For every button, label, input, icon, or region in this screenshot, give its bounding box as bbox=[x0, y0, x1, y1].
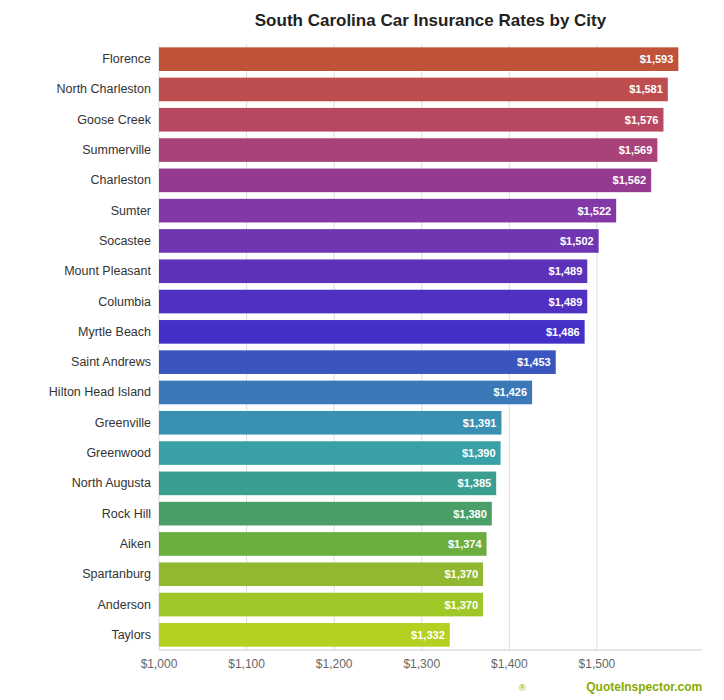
bar bbox=[159, 593, 483, 617]
bar bbox=[159, 199, 616, 223]
y-tick-label: North Augusta bbox=[72, 476, 151, 490]
data-label: $1,370 bbox=[444, 568, 478, 580]
y-tick-label: Rock Hill bbox=[102, 507, 151, 521]
x-tick-label: $1,000 bbox=[141, 657, 178, 671]
data-label: $1,576 bbox=[625, 114, 659, 126]
grid-line bbox=[421, 44, 422, 650]
data-label: $1,489 bbox=[549, 265, 583, 277]
y-tick-label: Mount Pleasant bbox=[64, 264, 151, 278]
grid-line bbox=[159, 44, 160, 650]
y-tick-label: Greenville bbox=[95, 416, 151, 430]
bars bbox=[159, 47, 678, 646]
data-label: $1,390 bbox=[462, 447, 496, 459]
y-tick-label: Aiken bbox=[120, 537, 151, 551]
y-tick-label: Taylors bbox=[111, 628, 151, 642]
watermark-symbol: ® bbox=[519, 683, 526, 693]
y-tick-label: Greenwood bbox=[86, 446, 151, 460]
x-tick-label: $1,300 bbox=[403, 657, 440, 671]
y-tick-label: Summerville bbox=[82, 143, 151, 157]
chart: South Carolina Car Insurance Rates by Ci… bbox=[0, 0, 724, 700]
data-label: $1,581 bbox=[629, 83, 663, 95]
data-label: $1,385 bbox=[458, 477, 492, 489]
grid-line bbox=[334, 44, 335, 650]
bar bbox=[159, 47, 678, 71]
y-tick-label: Saint Andrews bbox=[71, 355, 151, 369]
y-tick-label: Anderson bbox=[97, 598, 151, 612]
grid-line bbox=[596, 44, 597, 650]
bar bbox=[159, 411, 501, 435]
y-tick-label: Columbia bbox=[98, 295, 151, 309]
y-tick-label: Charleston bbox=[91, 173, 151, 187]
data-label: $1,522 bbox=[578, 205, 612, 217]
data-label: $1,391 bbox=[463, 417, 497, 429]
bar bbox=[159, 138, 657, 162]
x-tick-label: $1,100 bbox=[228, 657, 265, 671]
data-label: $1,593 bbox=[640, 53, 674, 65]
y-tick-label: Spartanburg bbox=[82, 567, 151, 581]
bar bbox=[159, 532, 487, 556]
watermark: QuoteInspector.com bbox=[586, 680, 702, 694]
bar bbox=[159, 381, 532, 405]
grid-line bbox=[509, 44, 510, 650]
data-label: $1,426 bbox=[493, 386, 527, 398]
bar bbox=[159, 623, 450, 647]
y-tick-label: Myrtle Beach bbox=[78, 325, 151, 339]
bar bbox=[159, 472, 496, 496]
bar bbox=[159, 502, 492, 526]
y-tick-label: North Charleston bbox=[57, 82, 152, 96]
x-axis-line bbox=[159, 650, 702, 651]
y-tick-label: Goose Creek bbox=[77, 113, 151, 127]
data-label: $1,486 bbox=[546, 326, 580, 338]
bar bbox=[159, 562, 483, 586]
data-label: $1,569 bbox=[619, 144, 653, 156]
data-label: $1,374 bbox=[448, 538, 483, 550]
x-tick-label: $1,400 bbox=[491, 657, 528, 671]
data-label: $1,453 bbox=[517, 356, 551, 368]
data-label: $1,380 bbox=[453, 508, 487, 520]
y-tick-label: Socastee bbox=[99, 234, 151, 248]
grid-line bbox=[246, 44, 247, 650]
bar bbox=[159, 259, 587, 283]
bar bbox=[159, 78, 668, 102]
data-label: $1,502 bbox=[560, 235, 594, 247]
grid bbox=[159, 44, 597, 650]
data-label: $1,489 bbox=[549, 296, 583, 308]
bar bbox=[159, 169, 651, 193]
bar bbox=[159, 320, 585, 344]
bar bbox=[159, 290, 587, 314]
data-label: $1,562 bbox=[613, 174, 647, 186]
bar bbox=[159, 108, 663, 132]
title: South Carolina Car Insurance Rates by Ci… bbox=[255, 11, 607, 30]
data-label: $1,370 bbox=[444, 599, 478, 611]
data-label: $1,332 bbox=[411, 629, 445, 641]
y-tick-label: Sumter bbox=[111, 204, 151, 218]
bar bbox=[159, 441, 501, 465]
bar bbox=[159, 350, 556, 374]
x-tick-label: $1,500 bbox=[579, 657, 616, 671]
y-tick-label: Hilton Head Island bbox=[49, 385, 151, 399]
y-tick-label: Florence bbox=[102, 52, 151, 66]
bar bbox=[159, 229, 599, 253]
x-tick-label: $1,200 bbox=[316, 657, 353, 671]
